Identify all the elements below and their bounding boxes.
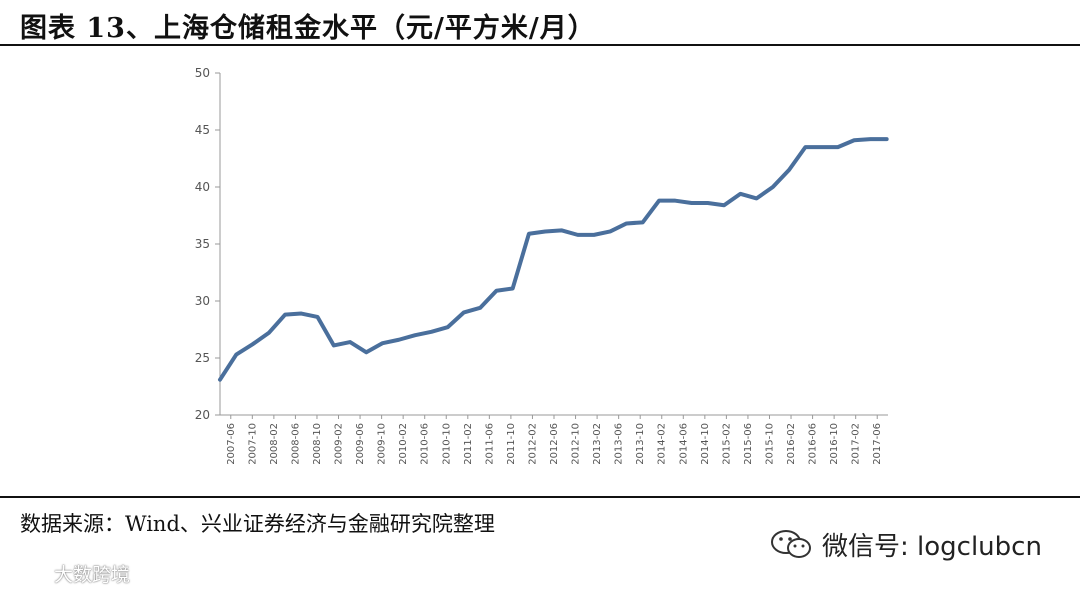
x-tick-label: 2010-02 — [398, 423, 409, 465]
source-note: 数据来源：Wind、兴业证券经济与金融研究院整理 — [20, 512, 495, 536]
x-tick-label: 2017-02 — [851, 423, 862, 465]
brand-logo-icon — [8, 564, 50, 583]
x-tick-label: 2007-06 — [226, 423, 237, 465]
x-tick-label: 2012-06 — [549, 423, 560, 465]
x-tick-label: 2013-02 — [592, 423, 603, 465]
x-tick-label: 2016-02 — [786, 423, 797, 465]
x-tick-label: 2008-10 — [312, 423, 323, 465]
x-tick-label: 2011-10 — [506, 423, 517, 465]
x-tick-label: 2014-10 — [700, 423, 711, 465]
x-tick-label: 2016-10 — [829, 423, 840, 465]
x-tick-label: 2008-06 — [290, 423, 301, 465]
x-tick-label: 2010-06 — [420, 423, 431, 465]
x-tick-label: 2008-02 — [269, 423, 280, 465]
x-tick-label: 2013-10 — [635, 423, 646, 465]
series-line — [218, 137, 889, 382]
x-axis-ticks: 2007-06 2007-10 2008-02 2008-06 2008-10 2009-… — [226, 415, 883, 465]
y-tick-label: 35 — [195, 237, 210, 251]
bottom-divider — [0, 496, 1080, 498]
wechat-id: 微信号: logclubcn — [822, 532, 1042, 562]
y-tick-label: 30 — [195, 294, 210, 308]
y-tick-label: 45 — [195, 123, 210, 137]
y-tick-label: 40 — [195, 180, 210, 194]
chart-axes — [219, 73, 888, 416]
x-tick-label: 2012-10 — [571, 423, 582, 465]
x-tick-label: 2015-02 — [721, 423, 732, 465]
x-tick-label: 2012-02 — [527, 423, 538, 465]
y-axis-ticks: 20 25 30 35 40 45 50 — [195, 66, 220, 422]
brand-watermark: 大数跨境 — [8, 560, 130, 587]
x-tick-label: 2009-02 — [334, 423, 345, 465]
x-tick-label: 2014-02 — [657, 423, 668, 465]
x-tick-label: 2010-10 — [441, 423, 452, 465]
x-tick-label: 2011-02 — [463, 423, 474, 465]
x-tick-label: 2009-06 — [355, 423, 366, 465]
y-tick-label: 25 — [195, 351, 210, 365]
x-tick-label: 2009-10 — [377, 423, 388, 465]
x-tick-label: 2015-10 — [764, 423, 775, 465]
plot-area — [218, 137, 889, 382]
y-tick-label: 20 — [195, 408, 210, 422]
x-tick-label: 2014-06 — [678, 423, 689, 465]
y-tick-label: 50 — [195, 66, 210, 80]
x-tick-label: 2017-06 — [872, 423, 883, 465]
x-tick-label: 2013-06 — [614, 423, 625, 465]
wechat-icon — [771, 529, 811, 558]
wechat-watermark: 微信号: logclubcn — [770, 526, 1042, 563]
chart-title: 图表 13、上海仓储租金水平（元/平方米/月） — [20, 13, 596, 44]
brand-name: 大数跨境 — [54, 564, 131, 586]
x-tick-label: 2015-06 — [743, 423, 754, 465]
x-tick-label: 2011-06 — [484, 423, 495, 465]
line-chart: 20 25 30 35 40 45 50 2007-06 2007-10 2008-02 2008… — [195, 66, 889, 465]
x-tick-label: 2016-06 — [808, 423, 819, 465]
top-divider — [0, 44, 1080, 46]
x-tick-label: 2007-10 — [247, 423, 258, 465]
